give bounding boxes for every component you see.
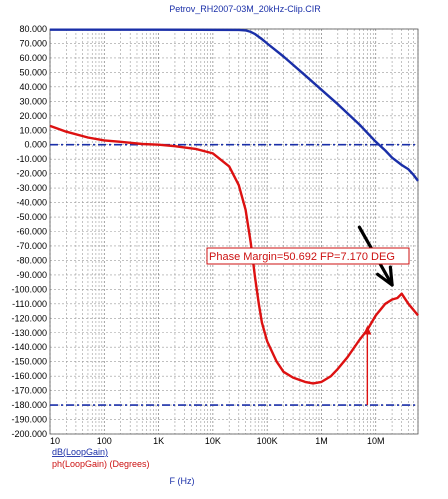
phase-margin-annotation: Phase Margin=50.692 FP=7.170 DEG: [206, 247, 410, 265]
y-tick-label: -100.000: [11, 284, 47, 294]
y-tick-label: -140.000: [11, 342, 47, 352]
annotation-box: [206, 247, 410, 265]
y-tick-label: -10.000: [16, 154, 47, 164]
y-tick-label: -120.000: [11, 313, 47, 323]
db-gain-curve: [50, 28, 419, 182]
x-tick-label: 10M: [367, 436, 385, 446]
y-tick-label: -110.000: [12, 299, 47, 309]
x-tick-label: 10: [50, 436, 60, 446]
y-axis-ticks: 80.000 70.000 60.000 50.000 40.000 30.000 20.0…: [11, 24, 47, 439]
y-tick-label: 60.000: [19, 53, 47, 63]
series-label-phase: ph(LoopGain) (Degrees): [52, 459, 150, 469]
phase-margin-arrowhead: [363, 325, 372, 335]
pointer-arrow-head: [376, 265, 394, 287]
y-tick-label: 50.000: [19, 67, 47, 77]
x-axis-label: F (Hz): [170, 476, 195, 486]
x-tick-label: 10K: [205, 436, 221, 446]
x-axis-ticks: 10 100 1K 10K 100K 1M 10M: [50, 436, 385, 446]
y-tick-label: -180.000: [11, 400, 47, 410]
x-tick-label: 1M: [315, 436, 328, 446]
y-tick-label: 70.000: [19, 38, 47, 48]
chart-title: Petrov_RH2007-03M_20kHz-Clip.CIR: [169, 4, 321, 14]
y-tick-label: -60.000: [16, 227, 47, 237]
y-tick-label: 80.000: [19, 24, 47, 34]
series-group: [49, 28, 419, 385]
y-tick-label: -20.000: [16, 169, 47, 179]
y-tick-label: -90.000: [16, 270, 47, 280]
x-tick-label: 100K: [257, 436, 278, 446]
annotation-text: Phase Margin=50.692 FP=7.170 DEG: [209, 251, 395, 263]
y-tick-label: 20.000: [19, 111, 47, 121]
y-tick-label: 0.000: [24, 140, 47, 150]
y-tick-label: -150.000: [11, 357, 47, 367]
y-tick-label: -40.000: [16, 198, 47, 208]
series-label-db: dB(LoopGain): [52, 447, 108, 457]
y-tick-label: -50.000: [16, 212, 47, 222]
y-tick-label: -160.000: [11, 371, 47, 381]
y-tick-label: -30.000: [16, 183, 47, 193]
y-tick-label: -190.000: [11, 415, 47, 425]
x-tick-label: 100: [97, 436, 112, 446]
y-tick-label: 10.000: [19, 125, 47, 135]
phase-curve: [49, 124, 419, 385]
x-tick-label: 1K: [153, 436, 164, 446]
y-tick-label: 30.000: [19, 96, 47, 106]
y-tick-label: -200.000: [11, 429, 47, 439]
y-tick-label: -80.000: [16, 255, 47, 265]
y-tick-label: -170.000: [11, 386, 47, 396]
y-tick-label: -70.000: [16, 241, 47, 251]
y-tick-label: 40.000: [19, 82, 47, 92]
y-tick-label: -130.000: [11, 328, 47, 338]
reference-lines: [50, 143, 418, 406]
